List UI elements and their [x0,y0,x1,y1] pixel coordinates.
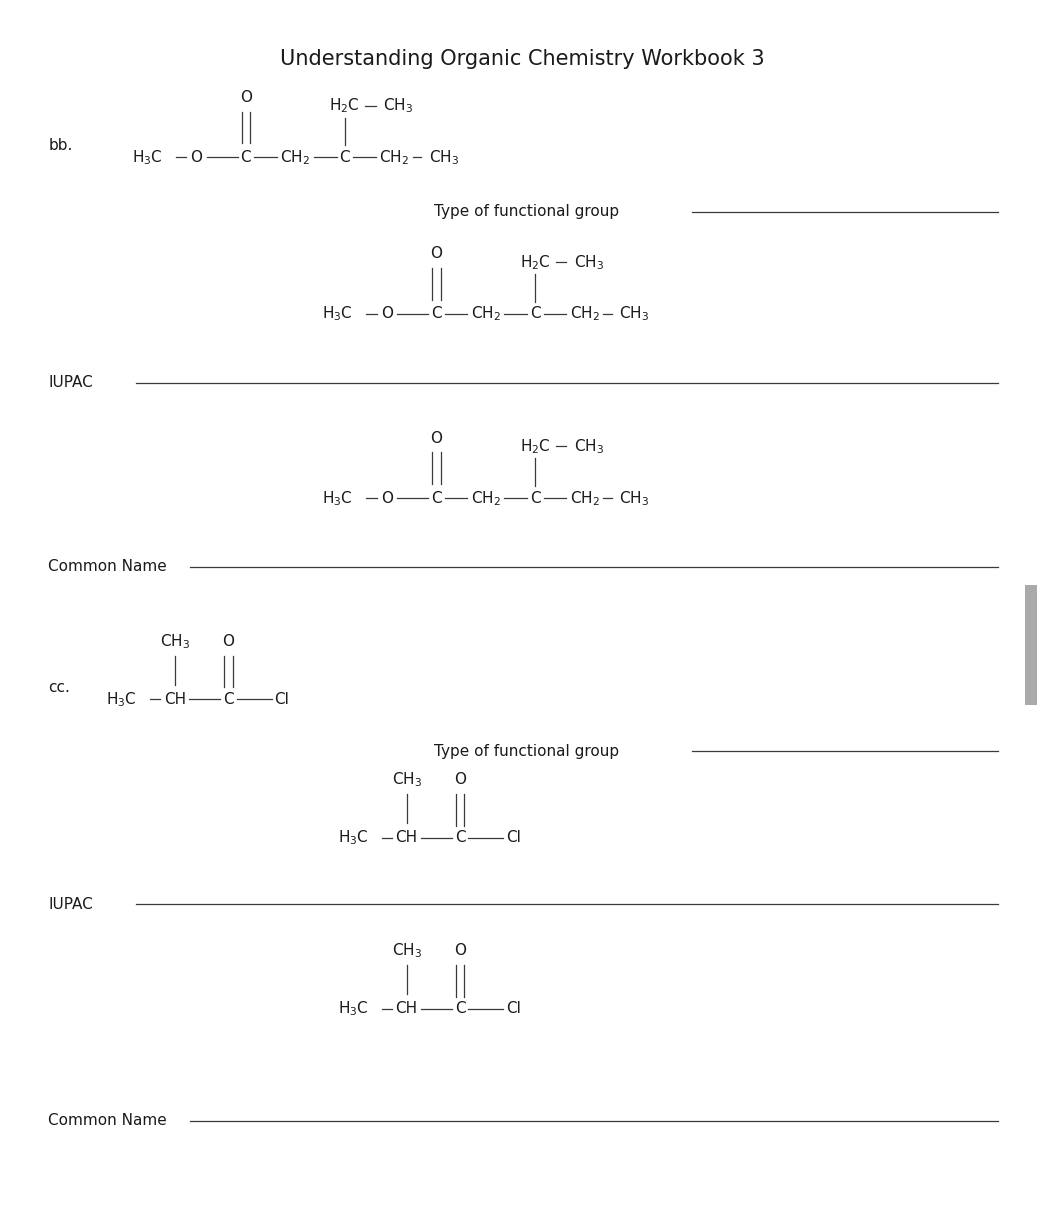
Text: H$_2$C: H$_2$C [520,253,551,272]
Text: H$_3$C: H$_3$C [337,828,369,848]
Text: C: C [431,491,442,505]
Text: Type of functional group: Type of functional group [434,205,619,219]
Text: CH: CH [396,1001,418,1016]
Text: H$_3$C: H$_3$C [323,304,353,323]
Text: CH$_3$: CH$_3$ [160,632,190,650]
Text: Cl: Cl [275,692,289,706]
Text: O: O [381,491,393,505]
Text: bb.: bb. [48,138,72,153]
Text: H$_3$C: H$_3$C [105,689,137,709]
Text: CH$_3$: CH$_3$ [429,149,458,167]
Text: O: O [190,150,203,164]
Text: CH$_3$: CH$_3$ [392,942,422,960]
Text: C: C [530,307,541,322]
Text: CH$_3$: CH$_3$ [574,437,604,456]
Text: O: O [222,635,235,649]
Text: C: C [455,1001,466,1016]
Text: CH$_2$: CH$_2$ [570,304,600,323]
Text: CH$_2$: CH$_2$ [471,304,501,323]
Text: C: C [530,491,541,505]
Text: H$_3$C: H$_3$C [337,1000,369,1018]
Text: CH: CH [164,692,186,706]
Text: CH$_3$: CH$_3$ [383,96,413,114]
Text: Cl: Cl [506,1001,521,1016]
Text: CH$_2$: CH$_2$ [281,149,310,167]
Text: O: O [454,944,467,959]
Text: O: O [240,90,252,105]
Text: CH$_3$: CH$_3$ [619,304,649,323]
Text: Common Name: Common Name [48,559,167,575]
Text: CH$_3$: CH$_3$ [574,253,604,272]
Text: C: C [339,150,350,164]
Text: CH$_3$: CH$_3$ [619,488,649,508]
Text: CH$_3$: CH$_3$ [392,771,422,789]
Text: C: C [240,150,252,164]
Text: C: C [455,831,466,845]
Text: C: C [431,307,442,322]
Text: Type of functional group: Type of functional group [434,743,619,759]
Text: H$_3$C: H$_3$C [132,149,163,167]
Text: cc.: cc. [48,680,70,694]
Text: O: O [454,772,467,788]
Text: H$_2$C: H$_2$C [520,437,551,456]
Text: IUPAC: IUPAC [48,896,93,911]
Text: Cl: Cl [506,831,521,845]
Text: Common Name: Common Name [48,1113,167,1128]
Text: CH: CH [396,831,418,845]
Text: CH$_2$: CH$_2$ [570,488,600,508]
Text: O: O [430,246,443,262]
Text: CH$_2$: CH$_2$ [471,488,501,508]
Text: H$_3$C: H$_3$C [323,488,353,508]
Text: H$_2$C: H$_2$C [330,96,360,114]
Text: O: O [381,307,393,322]
Text: C: C [223,692,234,706]
Text: Understanding Organic Chemistry Workbook 3: Understanding Organic Chemistry Workbook… [280,49,764,69]
Text: O: O [430,430,443,446]
Text: IUPAC: IUPAC [48,375,93,390]
Text: CH$_2$: CH$_2$ [379,149,409,167]
Bar [1025,585,1037,705]
